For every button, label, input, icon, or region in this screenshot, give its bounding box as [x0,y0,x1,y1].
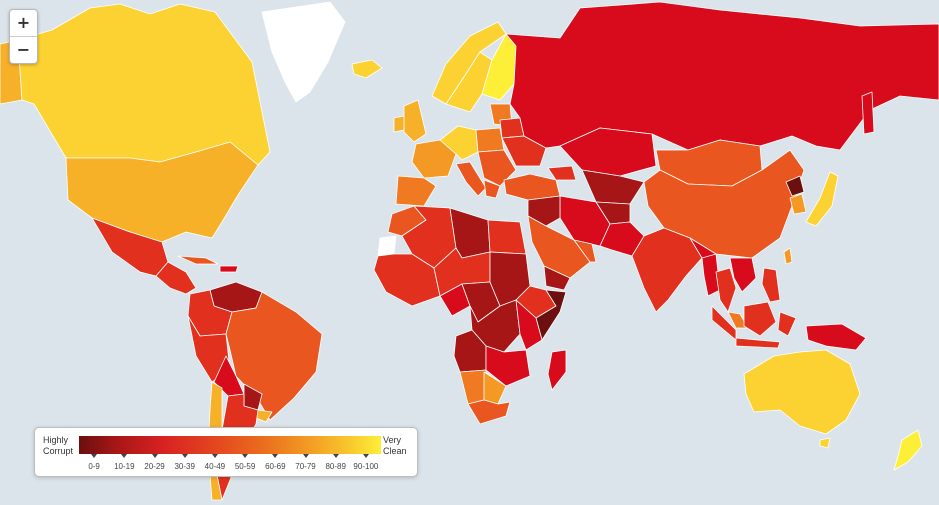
legend-low-label: Highly Corrupt [43,435,74,456]
cuba[interactable] [177,255,219,265]
legend-bin-label: 20-29 [144,462,165,471]
philippines[interactable] [761,267,781,303]
legend-tick [91,454,98,458]
legend-tick [242,454,249,458]
spain-portugal[interactable] [395,175,437,207]
oman[interactable] [573,239,597,263]
thailand[interactable] [715,267,737,313]
egypt[interactable] [487,219,527,255]
caucasus[interactable] [547,165,577,181]
sakhalin[interactable] [861,91,875,135]
zoom-in-button[interactable]: + [16,13,31,32]
legend-ticks [79,454,381,460]
java[interactable] [735,337,781,349]
south-korea[interactable] [789,193,807,215]
map-legend: Highly Corrupt Very Clean 0-9 10-19 20-29 3… [34,427,418,477]
legend-bin-label: 60-69 [265,462,286,471]
greece[interactable] [483,179,501,199]
legend-bin-label: 80-89 [325,462,346,471]
legend-tick [211,454,218,458]
iceland[interactable] [351,59,383,79]
legend-bin-label: 50-59 [234,462,256,471]
legend-bin-label: 10-19 [114,462,135,471]
legend-bin-label: 0-9 [88,462,100,471]
borneo[interactable] [743,301,777,337]
legend-tick [332,454,339,458]
ukraine[interactable] [501,135,547,167]
myanmar[interactable] [701,253,721,297]
zoom-out-button[interactable]: − [10,36,37,63]
ireland[interactable] [393,115,405,133]
legend-tick [121,454,128,458]
india[interactable] [631,227,703,313]
australia[interactable] [743,349,861,435]
tasmania[interactable] [819,437,831,449]
east-africa[interactable] [515,299,543,351]
sulawesi[interactable] [777,311,797,337]
legend-bin-label: 30-39 [174,462,195,471]
central-america[interactable] [155,261,197,295]
legend-bin-label: 70-79 [295,462,316,471]
north-korea[interactable] [785,175,805,197]
legend-tick [302,454,309,458]
hispaniola[interactable] [219,265,239,273]
yemen[interactable] [543,265,571,291]
italy[interactable] [455,161,487,197]
russia[interactable] [505,1,939,151]
zoom-control: + − [9,9,38,64]
south-africa[interactable] [467,399,511,425]
poland-central[interactable] [475,127,505,153]
legend-tick [362,454,369,458]
taiwan[interactable] [783,247,793,265]
legend-bin-labels: 0-9 10-19 20-29 30-39 40-49 50-59 60-69 70-79 80… [79,462,381,472]
canada[interactable] [17,3,271,166]
legend-bin-label: 90-100 [353,462,379,471]
iraq-syria[interactable] [527,195,561,227]
legend-tick [272,454,279,458]
saudi-arabia[interactable] [527,215,591,279]
new-zealand[interactable] [893,429,923,471]
legend-tick [151,454,158,458]
balkans[interactable] [477,149,517,187]
greenland[interactable] [261,1,346,103]
madagascar[interactable] [547,349,567,391]
central-asia[interactable] [581,169,645,205]
japan[interactable] [805,171,839,227]
legend-bin-label: 40-49 [204,462,226,471]
legend-tick [181,454,188,458]
legend-color-scale [79,436,381,454]
new-guinea[interactable] [805,323,867,351]
western-sahara[interactable] [377,235,397,257]
legend-high-label: Very Clean [383,435,407,456]
indochina[interactable] [729,257,757,293]
